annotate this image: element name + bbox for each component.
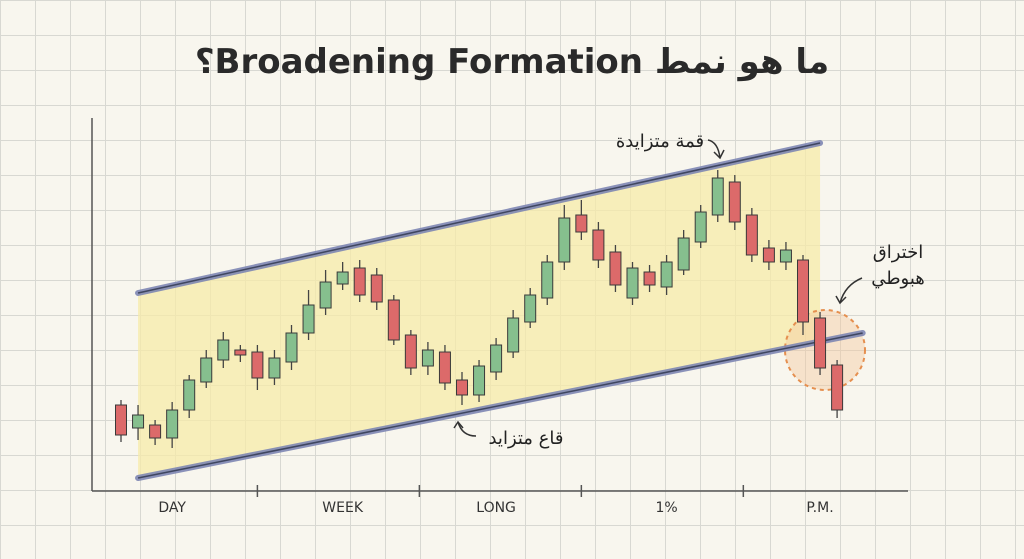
candle-body — [404, 334, 417, 369]
candle-body — [728, 181, 741, 223]
candle-body — [473, 365, 486, 396]
candle-body — [387, 299, 400, 341]
candle-body — [711, 177, 724, 216]
candle-body — [660, 261, 673, 288]
arrow — [839, 277, 863, 304]
candle-body — [507, 317, 520, 353]
candle-body — [694, 211, 707, 243]
candle-body — [149, 424, 162, 439]
candle-body — [115, 404, 127, 436]
candle-body — [370, 274, 383, 303]
trend-line-core — [137, 332, 863, 479]
candle-body — [234, 349, 247, 356]
candle-body — [762, 247, 775, 263]
x-tick-label: LONG — [476, 500, 516, 516]
candle-body — [643, 271, 656, 286]
candle-body — [558, 217, 571, 263]
plot-area — [138, 143, 821, 478]
candle-body — [268, 357, 281, 379]
candle-body — [745, 214, 758, 256]
annotation: قاع متزايد — [488, 428, 563, 449]
chart-title: ما هو نمط Broadening Formation؟ — [194, 42, 830, 82]
candle-body — [456, 379, 468, 396]
candle-body — [302, 304, 315, 334]
candle-body — [217, 339, 230, 361]
candle-body — [626, 267, 639, 299]
candle-body — [831, 364, 844, 411]
candle-body — [200, 357, 213, 383]
candle-body — [779, 249, 792, 263]
arrowhead — [453, 420, 464, 429]
arrow — [457, 421, 477, 437]
arrowhead — [713, 149, 725, 160]
candle-body — [336, 271, 349, 285]
candle-body — [132, 414, 145, 429]
candle-body — [797, 259, 809, 323]
candle-body — [677, 237, 690, 271]
candle-body — [438, 351, 451, 384]
x-tick-label: DAY — [158, 500, 186, 516]
candle-body — [524, 294, 537, 323]
candle-body — [319, 281, 332, 309]
candle-body — [490, 344, 503, 373]
candle-body — [541, 261, 554, 299]
candle-body — [421, 349, 434, 367]
candle-body — [814, 317, 827, 369]
trend-line-core — [137, 142, 821, 294]
x-tick-label: 1% — [655, 500, 677, 516]
candle-body — [592, 229, 605, 261]
candles — [115, 140, 866, 481]
annotation: قمة متزايدة — [616, 131, 704, 152]
candle-body — [166, 409, 179, 439]
channel-fill — [138, 143, 821, 478]
candle-body — [183, 379, 196, 411]
candle-body — [285, 332, 298, 363]
candle-body — [609, 251, 622, 286]
candle-body — [251, 351, 264, 379]
x-tick-label: P.M. — [806, 500, 833, 516]
candle-body — [575, 214, 588, 233]
x-tick-label: WEEK — [322, 500, 364, 516]
annotation: اختراق — [873, 242, 923, 263]
annotation: هبوطي — [871, 268, 925, 289]
candle-body — [353, 267, 366, 296]
arrowhead — [835, 295, 847, 305]
arrow — [707, 139, 721, 159]
